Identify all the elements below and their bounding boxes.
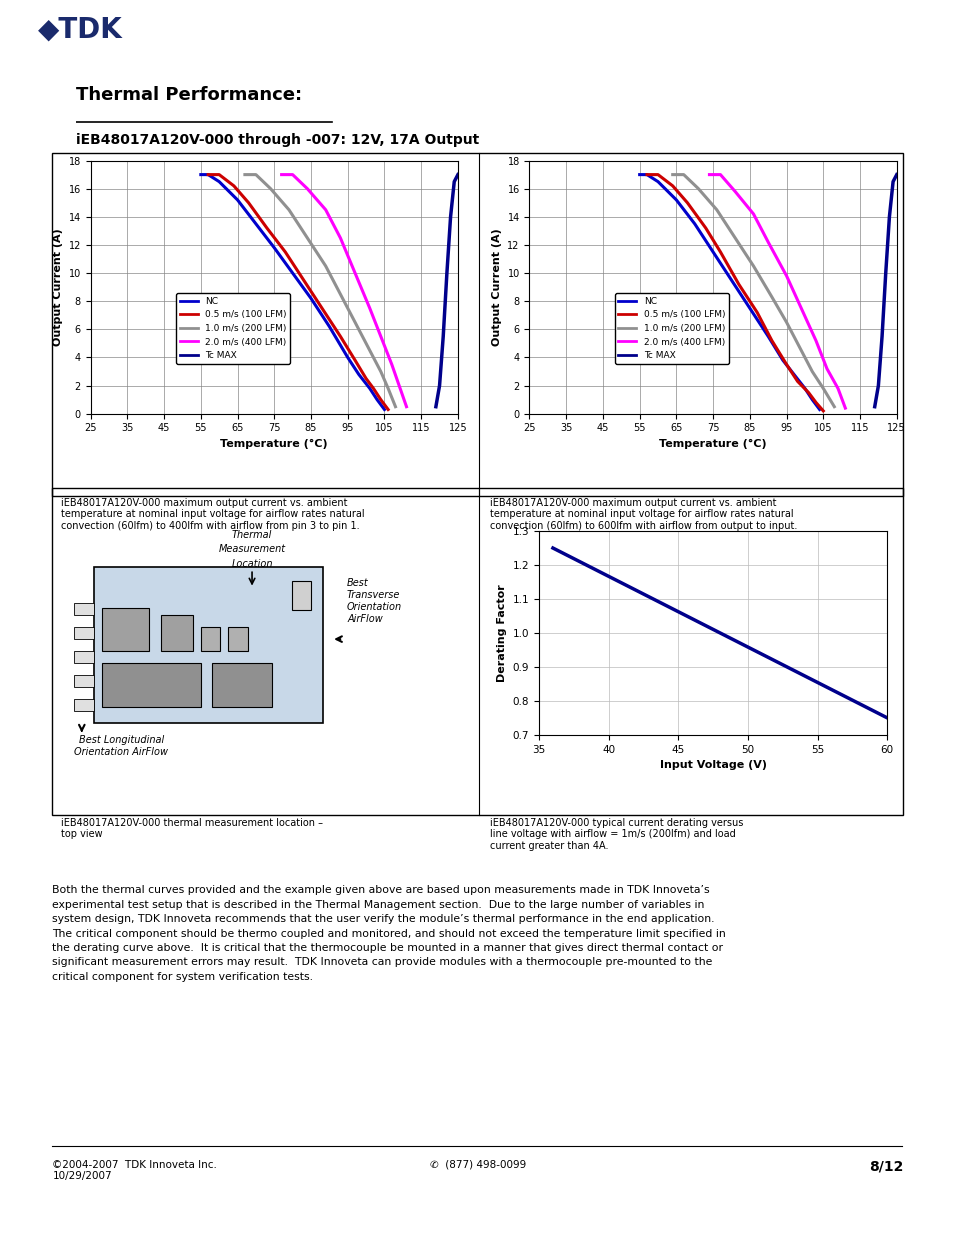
- Text: Transverse: Transverse: [347, 590, 400, 600]
- X-axis label: Input Voltage (V): Input Voltage (V): [659, 760, 766, 771]
- Bar: [200, 627, 220, 651]
- Text: iEB48017A120V-000 through -007: 12V, 17A Output: iEB48017A120V-000 through -007: 12V, 17A…: [76, 133, 479, 147]
- Text: Best: Best: [347, 578, 369, 588]
- Text: AirFlow: AirFlow: [347, 614, 382, 624]
- Text: Both the thermal curves provided and the example given above are based upon meas: Both the thermal curves provided and the…: [52, 885, 725, 982]
- Bar: [73, 627, 93, 640]
- Bar: [161, 615, 193, 651]
- Bar: [73, 651, 93, 663]
- Y-axis label: Output Current (A): Output Current (A): [492, 228, 501, 346]
- Y-axis label: Derating Factor: Derating Factor: [497, 584, 507, 682]
- Text: Measurement: Measurement: [218, 545, 285, 555]
- Text: iEB48017A120V-000 maximum output current vs. ambient
temperature at nominal inpu: iEB48017A120V-000 maximum output current…: [61, 498, 364, 531]
- Bar: [73, 603, 93, 615]
- Text: iEB48017A120V-000 typical current derating versus
line voltage with airflow = 1m: iEB48017A120V-000 typical current derati…: [490, 818, 742, 851]
- X-axis label: Temperature (°C): Temperature (°C): [659, 438, 766, 450]
- Y-axis label: Output Current (A): Output Current (A): [53, 228, 63, 346]
- Text: iEB48017A120V-000 maximum output current vs. ambient
temperature at nominal inpu: iEB48017A120V-000 maximum output current…: [490, 498, 797, 531]
- Legend: NC, 0.5 m/s (100 LFM), 1.0 m/s (200 LFM), 2.0 m/s (400 LFM), Tc MAX: NC, 0.5 m/s (100 LFM), 1.0 m/s (200 LFM)…: [614, 294, 728, 363]
- Bar: [228, 627, 248, 651]
- X-axis label: Temperature (°C): Temperature (°C): [220, 438, 328, 450]
- Text: iEB48017A120V-000 thermal measurement location –
top view: iEB48017A120V-000 thermal measurement lo…: [61, 818, 322, 839]
- Text: ©2004-2007  TDK Innoveta Inc.
10/29/2007: ©2004-2007 TDK Innoveta Inc. 10/29/2007: [52, 1160, 217, 1181]
- Bar: [292, 582, 311, 610]
- Text: ◆TDK: ◆TDK: [38, 16, 123, 43]
- Bar: [73, 699, 93, 711]
- Text: Orientation: Orientation: [347, 603, 402, 613]
- Text: Orientation AirFlow: Orientation AirFlow: [74, 747, 169, 757]
- Text: Best Longitudinal: Best Longitudinal: [79, 735, 164, 745]
- Text: ✆  (877) 498-0099: ✆ (877) 498-0099: [430, 1160, 525, 1170]
- Bar: [102, 608, 149, 651]
- Text: Advance Data Sheet: FReta iEB Series –Single Output Eighth Brick Bus Converter: Advance Data Sheet: FReta iEB Series –Si…: [19, 44, 689, 59]
- Bar: [93, 567, 323, 724]
- Text: Thermal Performance:: Thermal Performance:: [76, 86, 302, 105]
- Text: 8/12: 8/12: [868, 1160, 902, 1173]
- Bar: [102, 663, 200, 706]
- Bar: [213, 663, 272, 706]
- Bar: [73, 676, 93, 687]
- Legend: NC, 0.5 m/s (100 LFM), 1.0 m/s (200 LFM), 2.0 m/s (400 LFM), Tc MAX: NC, 0.5 m/s (100 LFM), 1.0 m/s (200 LFM)…: [175, 294, 290, 363]
- Text: Thermal: Thermal: [232, 530, 272, 540]
- Text: Location: Location: [231, 559, 273, 569]
